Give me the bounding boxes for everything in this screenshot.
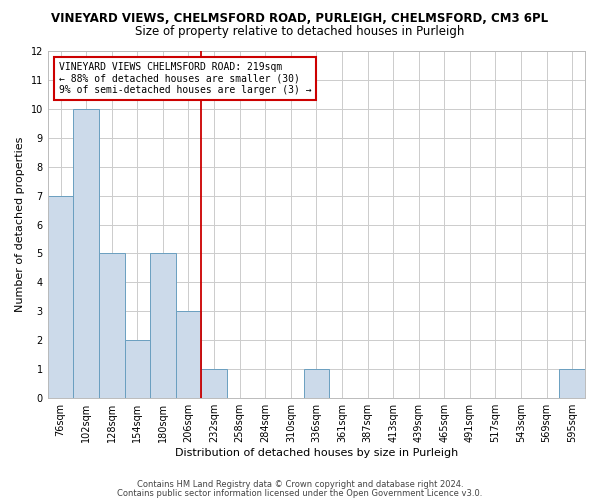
Bar xyxy=(99,254,125,398)
Text: Contains public sector information licensed under the Open Government Licence v3: Contains public sector information licen… xyxy=(118,489,482,498)
Text: VINEYARD VIEWS, CHELMSFORD ROAD, PURLEIGH, CHELMSFORD, CM3 6PL: VINEYARD VIEWS, CHELMSFORD ROAD, PURLEIG… xyxy=(52,12,548,26)
Bar xyxy=(559,369,585,398)
Bar xyxy=(73,109,99,398)
Bar xyxy=(201,369,227,398)
Bar xyxy=(304,369,329,398)
Bar xyxy=(176,311,201,398)
X-axis label: Distribution of detached houses by size in Purleigh: Distribution of detached houses by size … xyxy=(175,448,458,458)
Y-axis label: Number of detached properties: Number of detached properties xyxy=(15,137,25,312)
Text: VINEYARD VIEWS CHELMSFORD ROAD: 219sqm
← 88% of detached houses are smaller (30): VINEYARD VIEWS CHELMSFORD ROAD: 219sqm ←… xyxy=(59,62,311,95)
Bar xyxy=(150,254,176,398)
Text: Size of property relative to detached houses in Purleigh: Size of property relative to detached ho… xyxy=(136,25,464,38)
Bar xyxy=(125,340,150,398)
Text: Contains HM Land Registry data © Crown copyright and database right 2024.: Contains HM Land Registry data © Crown c… xyxy=(137,480,463,489)
Bar xyxy=(48,196,73,398)
